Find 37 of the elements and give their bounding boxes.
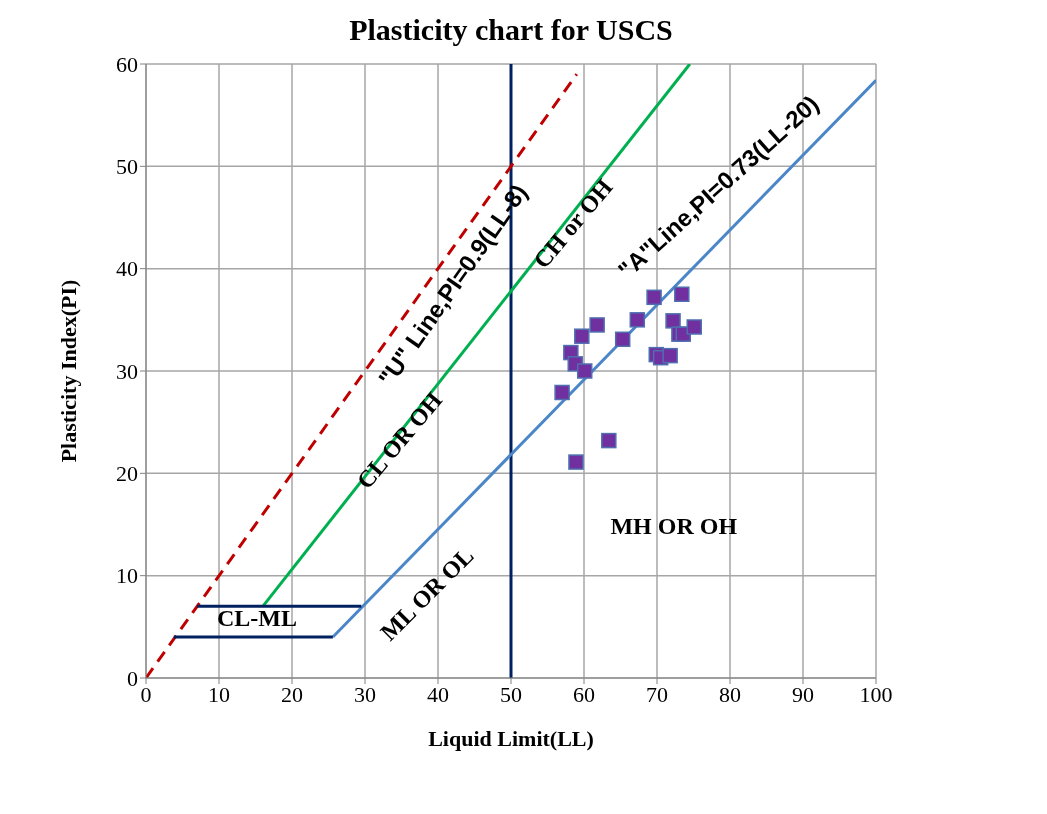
point (646, 289, 662, 306)
point (629, 312, 646, 328)
y-tick-label: 20 (116, 461, 138, 487)
annotation: ML OR OL (375, 542, 479, 646)
y-axis-title: Plasticity Index(PI) (55, 279, 81, 463)
point (665, 313, 681, 329)
x-tick-label: 90 (792, 681, 814, 707)
x-tick-label: 40 (427, 681, 449, 707)
x-tick-label: 70 (646, 681, 668, 707)
point (554, 384, 570, 401)
point (576, 363, 593, 379)
x-tick-label: 80 (719, 681, 741, 707)
point (614, 331, 631, 348)
y-tick-label: 10 (116, 563, 138, 589)
y-tick-label: 30 (116, 358, 138, 384)
y-tick-label: 0 (127, 665, 138, 691)
x-tick-label: 30 (354, 681, 376, 707)
point (662, 347, 678, 364)
annotation: CL OR OH (351, 386, 448, 494)
x-tick-label: 100 (859, 681, 893, 707)
point (574, 328, 590, 344)
point (686, 319, 702, 335)
point (568, 454, 584, 470)
point (601, 432, 617, 449)
x-tick-label: 60 (573, 681, 595, 707)
annotation: CL-ML (216, 604, 297, 631)
x-axis-title: Liquid Limit(LL) (428, 726, 594, 751)
y-tick-label: 40 (116, 256, 138, 282)
x-tick-label: 20 (281, 681, 303, 707)
annotation: MH OR OH (610, 512, 738, 539)
y-tick-label: 60 (116, 51, 138, 77)
chart-title: Plasticity chart for USCS (349, 13, 673, 46)
point (674, 286, 690, 302)
y-tick-label: 50 (116, 154, 138, 180)
point (589, 317, 605, 333)
x-tick-label: 50 (500, 681, 522, 707)
x-tick-label: 10 (208, 681, 230, 707)
